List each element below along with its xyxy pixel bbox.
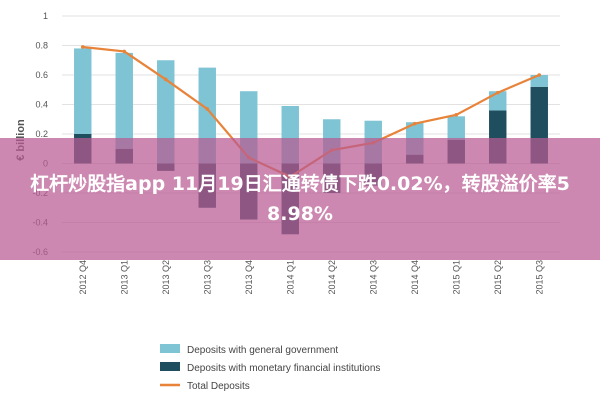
x-tick-label: 2015 Q3 [534,260,544,295]
y-tick-label: 0.6 [35,70,48,80]
headline-banner: 杠杆炒股指app 11月19日汇通转债下跌0.02%，转股溢价率58.98% [0,138,600,260]
line-point [80,45,85,49]
line-point [122,49,127,54]
bar-segment [157,60,175,164]
y-tick-label: 0.4 [35,100,48,110]
legend-swatch [160,362,180,371]
legend: Deposits with general government Deposits… [160,344,380,392]
bar-segment [115,52,133,149]
x-tick-label: 2014 Q1 [285,260,295,295]
line-point [163,77,168,82]
x-tick-label: 2013 Q4 [244,260,254,295]
bar-segment [530,75,548,87]
x-tick-label: 2015 Q2 [493,260,503,295]
x-tick-label: 2014 Q3 [368,260,378,295]
y-tick-label: 0.2 [35,129,48,139]
x-tick-label: 2015 Q1 [451,260,461,295]
legend-swatch [160,344,180,353]
line-point [495,90,500,95]
line-point [454,113,459,117]
legend-label: Total Deposits [187,381,250,392]
y-tick-label: 0.8 [35,41,48,51]
legend-label: Deposits with general government [187,345,338,356]
headline-text: 杠杆炒股指app 11月19日汇通转债下跌0.02%，转股溢价率58.98% [30,173,570,225]
bar-segment [74,48,92,135]
legend-label: Deposits with monetary financial institu… [187,363,380,374]
bar-segment [447,116,465,140]
x-tick-label: 2012 Q4 [78,260,88,295]
x-tick-label: 2013 Q2 [161,260,171,295]
line-point [537,73,542,77]
x-tick-label: 2013 Q1 [119,260,129,295]
x-tick-label: 2014 Q4 [410,260,420,295]
x-tick-label: 2014 Q2 [327,260,337,295]
line-point [412,121,417,126]
line-point [205,107,210,111]
x-tick-label: 2013 Q3 [202,260,212,295]
x-axis: 2012 Q4 2013 Q1 2013 Q2 2013 Q3 2013 Q4 2014 … [78,260,545,295]
y-tick-label: 1 [43,11,48,21]
